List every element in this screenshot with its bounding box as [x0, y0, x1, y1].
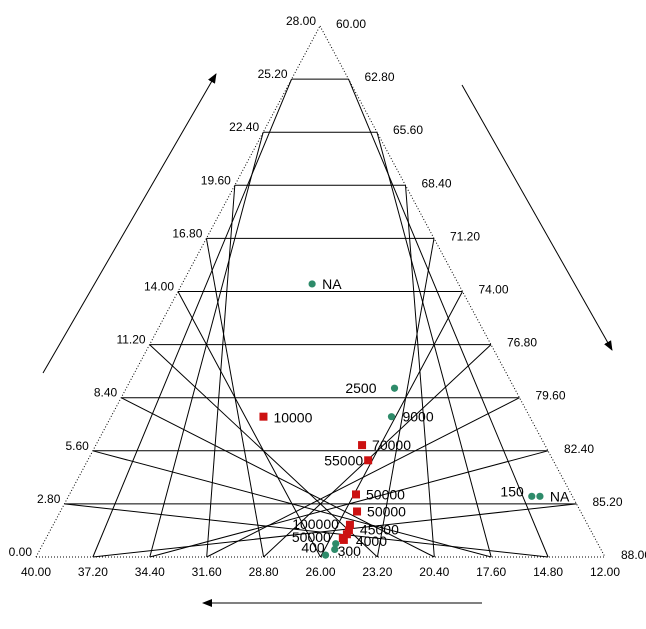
bottom-axis-tick: 17.60 [476, 565, 506, 579]
left-axis-tick: 28.00 [286, 14, 316, 28]
bottom-axis-tick: 12.00 [590, 565, 620, 579]
left-axis-tick: 8.40 [94, 386, 118, 400]
tick-labels: 0.00 2.80 5.60 8.40 11.20 14.00 16.80 19.60 22.4… [9, 14, 646, 579]
grid-line [149, 344, 378, 558]
right-arrow [461, 84, 613, 351]
point-label: 2500 [345, 380, 376, 396]
square-point [345, 520, 354, 529]
direction-arrows [42, 73, 613, 607]
right-axis-tick: 62.80 [365, 70, 395, 84]
square-point [342, 530, 351, 539]
circle-point [390, 384, 399, 392]
point-label: 50000 [292, 529, 331, 545]
data-points [259, 280, 544, 559]
bottom-axis-tick: 28.80 [249, 565, 279, 579]
circle-point [308, 280, 316, 288]
grid-line [177, 291, 321, 558]
point-label: NA [550, 488, 570, 504]
right-axis-tick: 65.60 [393, 123, 423, 137]
bottom-axis-tick: 23.20 [362, 565, 392, 579]
square-point [339, 535, 348, 544]
circle-point [321, 551, 330, 559]
right-axis-tick: 74.00 [479, 283, 509, 297]
point-label: 9000 [402, 409, 433, 425]
circle-point [528, 492, 536, 500]
grid-line [348, 78, 549, 558]
circle-point [387, 413, 396, 421]
bottom-axis-tick: 26.00 [305, 565, 335, 579]
right-axis-tick: 79.60 [536, 389, 566, 403]
bottom-axis-tick: 20.40 [419, 565, 449, 579]
right-axis-tick: 68.40 [422, 176, 452, 190]
point-label: 400 [301, 539, 325, 555]
point-label: 150 [500, 483, 524, 499]
left-axis-tick: 11.20 [116, 333, 145, 347]
grid-line [120, 397, 435, 558]
point-label: 10000 [273, 410, 312, 426]
grid-line [92, 450, 492, 558]
point-label: NA [322, 276, 342, 292]
left-axis-tick: 2.80 [37, 492, 61, 506]
circle-point [331, 545, 339, 554]
left-axis-tick: 16.80 [172, 226, 202, 240]
grid-line [64, 503, 549, 558]
ternary-grid [35, 25, 606, 558]
right-axis-tick: 71.20 [450, 229, 480, 243]
square-point [259, 412, 268, 421]
left-axis-tick: 19.60 [201, 173, 231, 187]
right-axis-tick: 60.00 [336, 17, 366, 31]
point-label: 4000 [356, 533, 387, 549]
bottom-axis-tick: 31.60 [192, 565, 222, 579]
triangle-edge-left [35, 25, 321, 558]
point-label: 50000 [366, 486, 405, 502]
bottom-axis-tick: 40.00 [21, 565, 51, 579]
grid-line [320, 291, 463, 558]
right-axis-tick: 76.80 [507, 336, 537, 350]
left-axis-tick: 5.60 [65, 439, 89, 453]
point-label: 55000 [324, 452, 363, 468]
square-point [353, 507, 362, 516]
data-point-labels: NA 2500 9000 150 NA 400 300 10000 70000 55000 5000… [273, 276, 570, 559]
grid-line [405, 185, 435, 558]
point-label: 45000 [360, 521, 399, 537]
point-label: 100000 [292, 516, 339, 532]
left-axis-tick: 22.40 [229, 120, 259, 134]
square-point [358, 441, 367, 450]
bottom-axis-tick: 37.20 [78, 565, 108, 579]
bottom-axis-tick: 14.80 [533, 565, 563, 579]
point-label: 70000 [372, 437, 411, 453]
grid-line [376, 132, 492, 558]
point-label: 50000 [367, 503, 406, 519]
right-axis-tick: 85.20 [593, 495, 623, 509]
left-arrow [42, 73, 217, 374]
left-axis-tick: 14.00 [144, 280, 174, 294]
bottom-axis-tick: 34.40 [135, 565, 165, 579]
circle-point [536, 492, 544, 500]
right-axis-tick: 88.00 [621, 548, 646, 562]
grid-line [376, 238, 435, 558]
square-point [352, 490, 361, 499]
point-label: 300 [338, 543, 362, 559]
right-axis-tick: 82.40 [564, 442, 594, 456]
square-point [364, 456, 373, 465]
left-axis-tick: 25.20 [258, 67, 288, 81]
circle-point [332, 540, 340, 548]
left-axis-tick: 0.00 [9, 545, 33, 559]
